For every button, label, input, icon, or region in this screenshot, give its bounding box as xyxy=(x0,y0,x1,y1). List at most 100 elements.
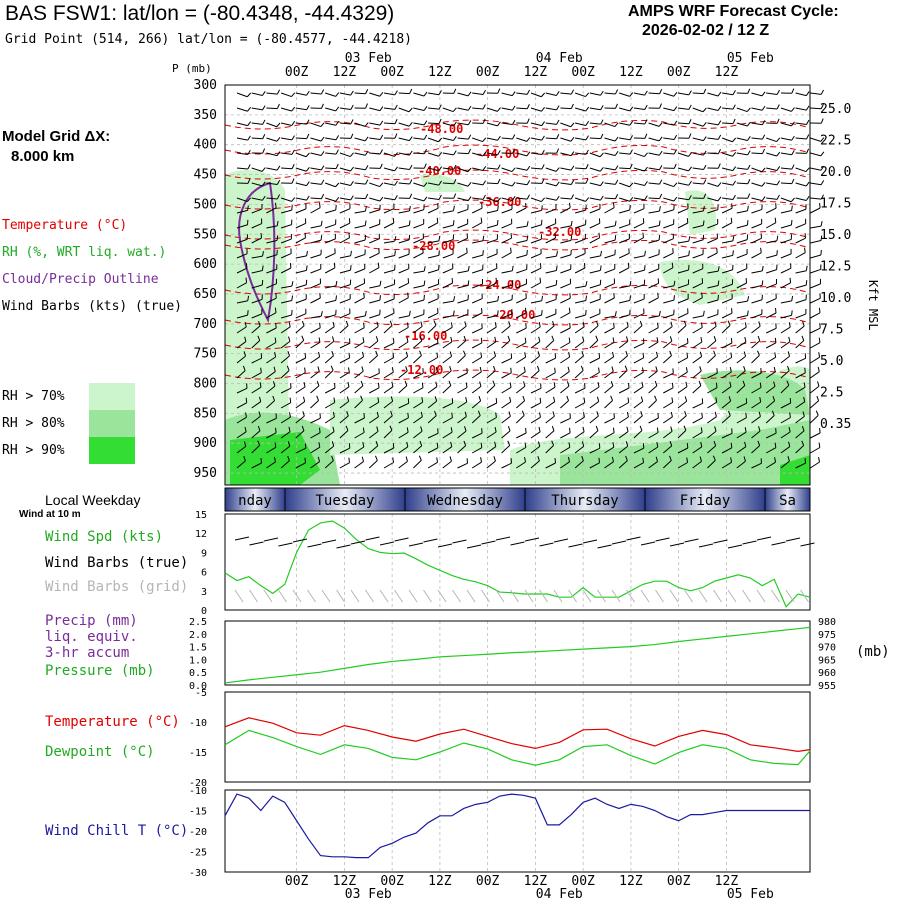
surface-wind-barb xyxy=(771,541,786,546)
wind-barb-flag xyxy=(480,337,483,343)
wind-barb xyxy=(780,182,792,185)
wind-barb-flag xyxy=(761,196,766,201)
wind-barb xyxy=(486,182,498,185)
wind-barb-flag xyxy=(669,455,672,461)
wind-barb-flag xyxy=(273,366,276,372)
wind-barb xyxy=(442,300,454,304)
wind-barb xyxy=(633,237,644,244)
wind-barb-flag xyxy=(761,134,766,140)
wind-barb xyxy=(280,370,290,379)
wind-barb xyxy=(765,298,777,304)
wind-barb-flag xyxy=(243,441,247,447)
wind-barb-flag xyxy=(379,280,382,286)
wind-barb xyxy=(795,386,806,394)
wind-barb xyxy=(574,340,585,349)
wind-barb-flag xyxy=(512,119,516,125)
wind-barb xyxy=(251,298,263,304)
wind-barb xyxy=(516,283,527,289)
wind-barb xyxy=(413,137,425,140)
wind-barb-flag xyxy=(644,166,648,172)
wind-barb xyxy=(442,239,454,244)
wind-barb xyxy=(619,223,630,229)
wind-barb xyxy=(383,429,393,439)
wind-barb xyxy=(486,402,497,409)
wind-barb xyxy=(780,224,792,229)
panel-tick-label: 0.0 xyxy=(189,681,207,692)
wind-barb-flag xyxy=(717,120,722,126)
wind-barb-flag xyxy=(375,336,379,342)
grid-wind-barb xyxy=(408,589,418,603)
wind-barb-flag xyxy=(537,441,541,447)
bottom-date-label: 05 Feb xyxy=(727,887,774,900)
wind-barb xyxy=(442,152,454,156)
grid-wind-barb xyxy=(249,589,258,603)
wind-barb xyxy=(442,460,452,469)
wind-barb xyxy=(545,92,557,96)
wind-barb-flag xyxy=(464,321,467,327)
wind-barb-flag xyxy=(272,395,276,401)
wind-barb-flag xyxy=(585,197,590,202)
wind-barb xyxy=(486,370,496,379)
wind-barb xyxy=(604,254,616,259)
wind-barb xyxy=(589,137,601,140)
wind-barb-flag xyxy=(436,457,439,463)
wind-barb xyxy=(369,314,380,319)
wind-barb-flag xyxy=(644,181,648,186)
wind-barb xyxy=(633,222,645,229)
wind-barb xyxy=(810,371,820,379)
bottom-hour-label: 12Z xyxy=(524,874,548,889)
wind-barb-flag xyxy=(568,352,571,358)
wind-barb-flag xyxy=(319,292,321,299)
panel-tick-label: 6 xyxy=(201,568,207,579)
wind-barb xyxy=(383,415,393,424)
wind-barb-flag xyxy=(596,411,599,417)
wind-barb xyxy=(457,299,469,304)
wind-barb xyxy=(663,92,674,97)
wind-barb xyxy=(266,342,277,349)
wind-barb-flag xyxy=(511,196,516,201)
surface-wind-barb xyxy=(684,538,699,543)
wind-barb xyxy=(295,182,307,187)
wind-barb xyxy=(501,92,513,97)
wind-barb-flag xyxy=(467,181,472,187)
kft-tick-label: 12.5 xyxy=(820,260,851,275)
temperature-contour xyxy=(224,169,811,181)
legend-rh90: RH > 90% xyxy=(2,443,65,458)
wind-barb xyxy=(604,268,615,274)
wind-barb xyxy=(633,325,643,334)
wind-barb-flag xyxy=(699,351,703,357)
wind-barb xyxy=(472,182,484,186)
wind-barb xyxy=(780,341,791,349)
wind-barb-flag xyxy=(262,119,266,125)
wind-barb xyxy=(442,224,454,229)
wind-barb xyxy=(648,268,659,274)
wind-barb xyxy=(368,445,379,454)
wind-barb xyxy=(398,122,410,127)
wind-barb-flag xyxy=(524,442,527,448)
wind-barb-flag xyxy=(276,103,280,109)
wind-barb xyxy=(530,253,542,259)
wind-barb xyxy=(751,92,763,97)
panel-tick-label: 2.0 xyxy=(189,630,207,641)
wind-barb-flag xyxy=(774,457,777,463)
wind-barb xyxy=(736,300,748,304)
wind-barb-flag xyxy=(789,412,791,418)
wind-barb-flag xyxy=(436,337,439,344)
panel-tick-label: -20 xyxy=(189,778,207,789)
wind-barb-flag xyxy=(819,427,821,434)
wind-barb-flag xyxy=(463,350,466,356)
wind-barb-flag xyxy=(615,194,619,199)
wind-barb xyxy=(280,416,291,424)
wind-barb xyxy=(530,460,540,469)
wind-barb xyxy=(324,355,334,364)
wind-barb xyxy=(692,356,702,364)
grid-wind-barb xyxy=(626,589,635,603)
wind-barb-flag xyxy=(789,277,792,283)
wind-barb-flag xyxy=(702,220,705,226)
wind-barb xyxy=(266,356,276,364)
wind-barb-flag xyxy=(820,235,823,241)
wind-barb-flag xyxy=(408,107,413,113)
wind-barb xyxy=(618,267,630,274)
wind-barb-flag xyxy=(819,202,821,209)
wind-barb-flag xyxy=(468,148,471,154)
